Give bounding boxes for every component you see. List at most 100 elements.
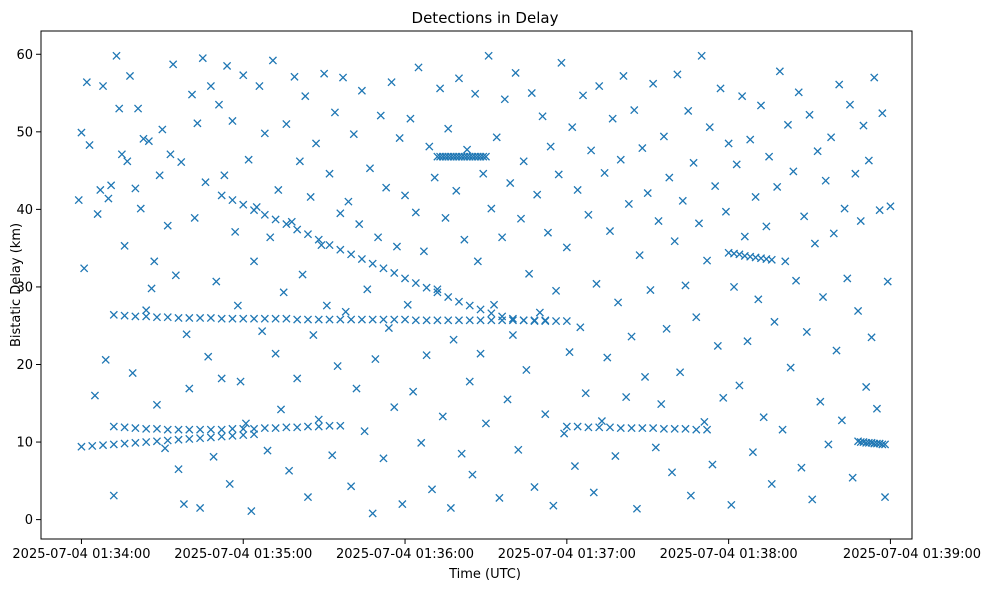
data-point	[325, 315, 334, 324]
data-point	[228, 196, 237, 205]
data-point	[228, 424, 237, 433]
data-point	[818, 292, 828, 302]
data-point	[627, 332, 636, 341]
data-point	[503, 395, 512, 404]
data-point	[562, 422, 571, 431]
data-point	[422, 351, 431, 360]
data-point	[142, 306, 151, 315]
data-point	[843, 274, 852, 283]
data-point	[120, 439, 129, 448]
data-point	[400, 191, 410, 200]
data-point	[390, 403, 399, 412]
data-point	[495, 493, 504, 502]
data-point	[460, 235, 469, 244]
data-point	[398, 500, 407, 509]
data-point	[98, 82, 108, 91]
data-point	[835, 80, 844, 89]
data-point	[260, 424, 269, 433]
data-point	[255, 82, 264, 91]
data-point	[522, 365, 531, 374]
data-point	[597, 417, 606, 426]
data-point	[454, 74, 464, 83]
data-point	[125, 71, 135, 81]
data-point	[196, 434, 205, 443]
data-point	[576, 323, 585, 332]
data-point	[457, 449, 466, 458]
data-point	[454, 297, 464, 306]
data-point	[770, 317, 779, 326]
data-point	[239, 200, 248, 209]
data-point	[516, 214, 526, 223]
data-point	[549, 501, 558, 510]
data-point	[624, 199, 633, 209]
data-point	[206, 313, 215, 323]
data-point	[263, 446, 272, 455]
data-point	[422, 283, 431, 292]
data-point	[298, 270, 307, 279]
data-point	[649, 79, 658, 88]
data-point	[492, 133, 501, 142]
data-point	[247, 507, 256, 516]
data-point	[425, 142, 434, 151]
data-point	[266, 233, 275, 242]
data-point	[638, 424, 647, 433]
data-point	[258, 327, 267, 336]
data-point	[587, 146, 596, 155]
data-point	[185, 313, 194, 323]
data-point	[659, 132, 668, 141]
data-point	[845, 100, 855, 109]
data-point	[678, 196, 687, 205]
data-point	[379, 315, 388, 324]
data-point	[198, 54, 207, 63]
data-point	[530, 482, 539, 492]
data-point	[177, 158, 186, 167]
data-point	[239, 424, 248, 433]
data-point	[357, 86, 366, 95]
data-point	[605, 227, 615, 236]
data-point	[271, 424, 280, 433]
data-point	[325, 240, 334, 250]
data-point	[673, 70, 682, 79]
data-point	[527, 88, 536, 98]
data-point	[562, 317, 571, 326]
data-point	[152, 424, 162, 433]
data-point	[560, 429, 569, 438]
y-tick-label: 60	[16, 48, 33, 63]
y-tick-label: 40	[16, 203, 33, 218]
data-point	[212, 277, 221, 286]
data-point	[721, 207, 730, 216]
data-point	[239, 71, 248, 80]
data-point	[314, 235, 323, 244]
data-point	[271, 215, 280, 224]
data-point	[357, 315, 366, 324]
data-point	[479, 169, 488, 178]
data-point	[325, 421, 334, 430]
data-point	[196, 503, 205, 513]
data-point	[209, 452, 218, 461]
data-point	[816, 397, 825, 406]
data-point	[185, 425, 194, 434]
data-point	[217, 374, 226, 383]
data-point	[595, 423, 604, 432]
data-points	[74, 51, 895, 518]
data-point	[848, 473, 857, 482]
data-point	[336, 421, 345, 430]
data-point	[713, 341, 722, 350]
data-point	[303, 422, 313, 431]
data-point	[293, 374, 302, 383]
data-point	[147, 284, 156, 293]
data-point	[692, 313, 701, 322]
data-point	[584, 423, 593, 432]
data-point	[676, 368, 685, 377]
data-point	[530, 316, 539, 325]
data-point	[813, 147, 822, 156]
data-point	[217, 432, 226, 441]
series-2	[77, 430, 259, 451]
data-point	[217, 425, 226, 434]
data-point	[659, 424, 668, 433]
data-point	[716, 84, 725, 93]
data-point	[824, 440, 833, 449]
data-point	[276, 405, 286, 414]
data-point	[436, 84, 445, 93]
data-point	[498, 312, 507, 321]
